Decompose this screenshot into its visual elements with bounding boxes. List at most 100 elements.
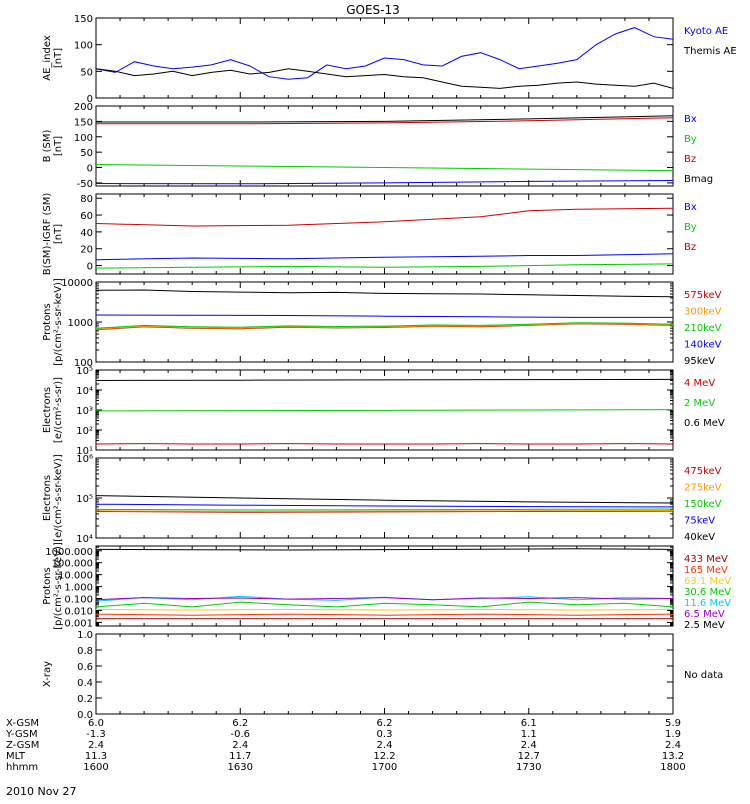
series-line-bx — [96, 254, 673, 260]
y-tick-label: 0.6 — [77, 662, 93, 673]
legend-75kev: 75keV — [684, 516, 715, 527]
y-axis-label-line1: Electrons — [42, 387, 53, 433]
series-line-by — [96, 165, 673, 171]
y-tick-label: 0.8 — [77, 646, 93, 657]
y-tick-label: 10000 — [61, 278, 93, 289]
footer-value: 1800 — [660, 762, 685, 773]
y-tick-label: 0 — [87, 164, 93, 175]
footer-row-label: MLT — [6, 751, 26, 762]
series-group — [96, 116, 673, 184]
y-axis-label-line2: [nT] — [53, 48, 64, 68]
y-axis-label-line2: [e/(cm²-s-sr)] — [53, 377, 64, 443]
y-axis-label: Electrons[e/(cm²-s-sr)] — [42, 377, 64, 443]
legend-kyoto-ae: Kyoto AE — [684, 26, 728, 37]
y-axis-label-line1: AE_index — [42, 35, 53, 81]
y-axis-label-line2: [e/(cm²-s-sr-keV)] — [53, 454, 64, 542]
y-axis-label-line1: Protons — [42, 303, 53, 340]
series-group — [96, 28, 673, 89]
y-tick-label: 0.4 — [77, 678, 93, 689]
series-group — [96, 290, 673, 330]
y-axis-label-line1: Electrons — [42, 475, 53, 521]
y-tick-label: 1.000 — [64, 583, 93, 594]
y-axis-label-line1: B (SM) — [42, 129, 53, 162]
y-tick-label: 10⁶ — [76, 454, 93, 465]
footer-value: 1630 — [228, 762, 253, 773]
y-tick-label: 1000 — [68, 318, 93, 329]
legend-150kev: 150keV — [684, 499, 722, 510]
footer-value: 1.1 — [521, 729, 537, 740]
panel-frame — [96, 282, 673, 362]
legend-6-5-mev: 6.5 MeV — [684, 609, 725, 620]
legend-140kev: 140keV — [684, 340, 722, 351]
y-tick-label: 10² — [76, 426, 93, 437]
y-axis-label-line2: [p/(cm²-s-sr-keV)] — [53, 278, 64, 366]
y-tick-label: 150 — [74, 14, 93, 25]
y-tick-label: 50 — [80, 67, 93, 78]
series-line-30-6-mev — [96, 602, 673, 607]
y-axis-label: Electrons[e/(cm²-s-sr-keV)] — [42, 454, 64, 542]
series-line-40kev — [96, 496, 673, 503]
y-axis-label: B (SM)[nT] — [42, 129, 64, 162]
footer-value: 1700 — [372, 762, 397, 773]
y-tick-label: 100 — [74, 133, 93, 144]
footer-value: 2.4 — [232, 740, 248, 751]
plot-title: GOES-13 — [346, 3, 400, 17]
legend-95kev: 95keV — [684, 356, 715, 367]
footer-value: 1600 — [83, 762, 108, 773]
panel-protons_mev: 0.0010.0100.1001.00010.000100.0001000.00… — [42, 542, 731, 631]
legend-11-6-mev: 11.6 MeV — [684, 598, 731, 609]
footer-value: -0.6 — [230, 729, 250, 740]
footer-value: 12.7 — [518, 751, 540, 762]
footer-value: 1.9 — [665, 729, 681, 740]
series-line-bz — [96, 118, 673, 124]
y-tick-label: 10⁵ — [76, 366, 93, 377]
footer-value: 6.2 — [377, 718, 393, 729]
panel-frame — [96, 194, 673, 274]
y-tick-label: 0.2 — [77, 694, 93, 705]
legend-bz: Bz — [684, 242, 696, 253]
y-axis-label-line1: Protons — [42, 567, 53, 604]
panel-electrons_kev: 10⁴10⁵10⁶Electrons[e/(cm²-s-sr-keV)]475k… — [42, 454, 722, 545]
y-tick-label: 0.010 — [64, 606, 93, 617]
footer-value: 2.4 — [521, 740, 537, 751]
footer-value: 6.1 — [521, 718, 537, 729]
footer-value: 11.7 — [229, 751, 251, 762]
panel-frame — [96, 634, 673, 714]
y-axis-label-line1: X-ray — [42, 661, 53, 687]
legend-165-mev: 165 MeV — [684, 565, 728, 576]
y-tick-label: 80 — [80, 194, 93, 205]
y-axis-label-line1: B(SM)-IGRF (SM) — [42, 193, 53, 276]
series-group — [96, 379, 673, 444]
y-tick-label: 50 — [80, 148, 93, 159]
legend-themis-ae: Themis AE — [683, 46, 737, 57]
panel-electrons_mev: 10¹10²10³10⁴10⁵Electrons[e/(cm²-s-sr)]4 … — [42, 366, 725, 457]
y-tick-label: 100 — [74, 41, 93, 52]
footer-row-label: Z-GSM — [6, 740, 39, 751]
y-axis-label: X-ray — [42, 661, 53, 687]
legend-433-mev: 433 MeV — [684, 554, 728, 565]
y-tick-label: 150 — [74, 117, 93, 128]
series-group — [96, 208, 673, 268]
legend-210kev: 210keV — [684, 323, 722, 334]
series-line-kyoto-ae — [96, 28, 673, 80]
series-line-75kev — [96, 504, 673, 507]
footer-value: 5.9 — [665, 718, 681, 729]
date-label: 2010 Nov 27 — [6, 785, 76, 798]
panel-frame — [96, 458, 673, 538]
series-line-95kev — [96, 290, 673, 297]
footer-row-label: hhmm — [6, 762, 38, 773]
legend-63-1-mev: 63.1 MeV — [684, 576, 731, 587]
y-tick-label: 0.100 — [64, 595, 93, 606]
y-axis-label: B(SM)-IGRF (SM)[nT] — [42, 193, 64, 276]
y-tick-label: 40 — [80, 228, 93, 239]
y-axis-label-line2: [p/(cm²-s-sr-keV)] — [53, 542, 64, 630]
series-line-2-mev — [96, 410, 673, 411]
series-group — [96, 549, 673, 619]
panel-protons_kev: 100100010000Protons[p/(cm²-s-sr-keV)]575… — [42, 278, 722, 369]
